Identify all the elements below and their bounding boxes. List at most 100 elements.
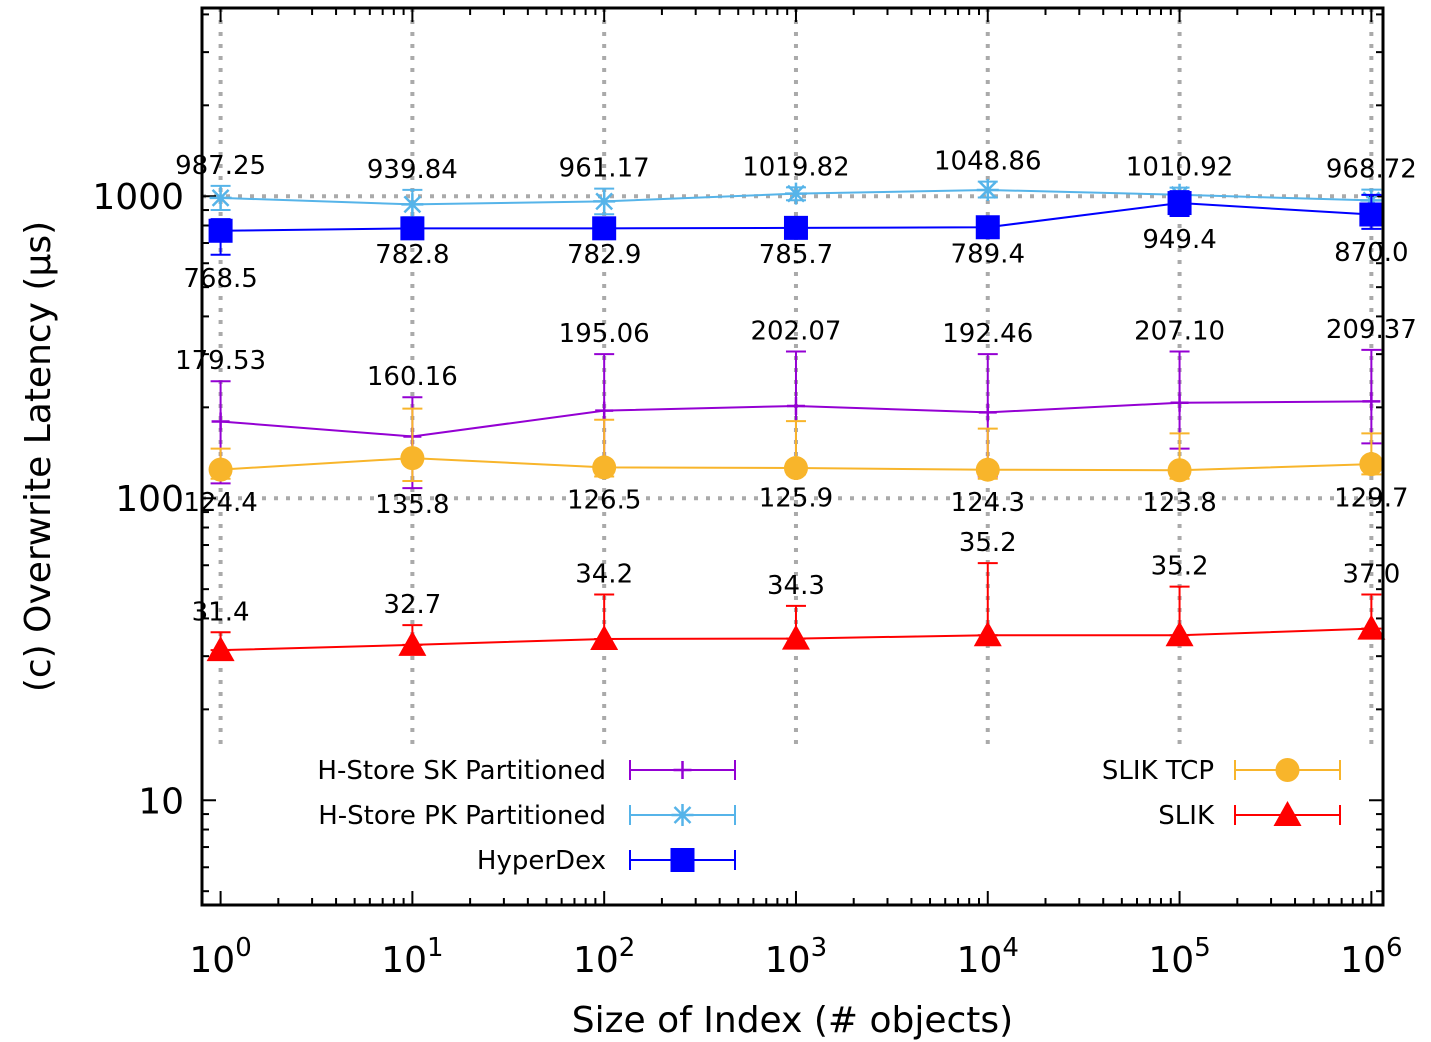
slik-data-label: 35.2 [1151, 552, 1209, 582]
h-store-pk-partitioned-point [593, 190, 616, 213]
h-store-pk-partitioned-data-label: 939.84 [367, 155, 458, 185]
slik-tcp-point [783, 456, 808, 481]
hyperdex-data-label: 782.9 [567, 240, 641, 270]
hyperdex-point [1167, 191, 1192, 216]
slik-tcp-point [1167, 458, 1192, 483]
hyperdex-data-label: 870.0 [1334, 238, 1408, 268]
h-store-sk-partitioned-point [978, 403, 997, 422]
hyperdex-data-label: 768.5 [183, 264, 257, 294]
slik-tcp-point [400, 446, 425, 471]
h-store-pk-partitioned-data-label: 968.72 [1326, 155, 1417, 185]
h-store-pk-partitioned-data-label: 1048.86 [934, 147, 1042, 177]
y-axis-title: (c) Overwrite Latency (µs) [18, 221, 59, 692]
slik-data-label: 34.3 [767, 571, 825, 601]
h-store-sk-partitioned-point [595, 401, 614, 420]
legend-marker [1275, 758, 1300, 782]
plot-frame [200, 6, 1385, 907]
h-store-sk-partitioned-data-label: 192.46 [942, 319, 1033, 349]
h-store-sk-partitioned-data-label: 195.06 [559, 319, 650, 349]
hyperdex-data-label: 782.8 [375, 240, 449, 270]
slik-point [206, 636, 235, 662]
x-tick-label: 105 [1148, 933, 1210, 981]
hyperdex-point [1359, 202, 1384, 227]
slik-tcp-data-label: 129.7 [1334, 483, 1408, 513]
x-tick-label: 102 [573, 933, 635, 981]
legend-marker [671, 804, 694, 826]
series-hyperdex [208, 190, 1384, 256]
data-labels: 179.53 160.16 195.06 202.07 192.46 207.10 209.… [175, 147, 1417, 628]
h-store-sk-partitioned-data-label: 202.07 [750, 317, 841, 347]
legend-item-h-store-pk-partitioned: H-Store PK Partitioned [318, 801, 736, 831]
slik-point [1165, 621, 1194, 647]
slik-data-label: 31.4 [192, 597, 250, 627]
legend-label: SLIK TCP [1102, 756, 1214, 786]
hyperdex-data-label: 785.7 [759, 240, 833, 270]
x-tick-label: 103 [765, 933, 827, 981]
legend-marker [1273, 801, 1302, 826]
legend-label: H-Store SK Partitioned [317, 756, 606, 786]
series-h-store-sk-partitioned [210, 348, 1382, 490]
series-slik [206, 562, 1386, 662]
legend-marker [670, 848, 695, 872]
hyperdex-data-label: 949.4 [1142, 225, 1216, 255]
slik-point [781, 624, 810, 650]
h-store-pk-partitioned-point [784, 182, 807, 205]
h-store-pk-partitioned-point [976, 178, 999, 201]
x-axis-title: Size of Index (# objects) [572, 1000, 1013, 1041]
h-store-pk-partitioned-data-label: 961.17 [559, 154, 650, 184]
x-tick-label: 104 [957, 933, 1019, 981]
hyperdex-point [783, 215, 808, 240]
legend-item-slik: SLIK [1158, 801, 1341, 831]
h-store-pk-partitioned-data-label: 1010.92 [1126, 153, 1234, 183]
legend-item-h-store-sk-partitioned: H-Store SK Partitioned [317, 756, 736, 786]
hyperdex-point [592, 216, 617, 241]
h-store-sk-partitioned-point [211, 412, 230, 431]
slik-tcp-data-label: 135.8 [375, 490, 449, 520]
h-store-sk-partitioned-point [786, 396, 805, 415]
legend: H-Store SK Partitioned H-Store PK Partiti… [317, 756, 1341, 876]
legend-item-hyperdex: HyperDex [477, 846, 736, 876]
hyperdex-point [975, 215, 1000, 240]
h-store-sk-partitioned-data-label: 179.53 [175, 346, 266, 376]
slik-tcp-point [592, 455, 617, 480]
legend-item-slik-tcp: SLIK TCP [1102, 756, 1341, 786]
slik-data-label: 35.2 [959, 528, 1017, 558]
h-store-pk-partitioned-data-label: 1019.82 [742, 152, 850, 182]
hyperdex-data-label: 789.4 [951, 240, 1025, 270]
slik-data-label: 37.0 [1342, 560, 1400, 590]
slik-data-label: 32.7 [383, 590, 441, 620]
slik-tcp-data-label: 124.4 [183, 488, 257, 518]
x-tick-label: 100 [189, 933, 251, 981]
h-store-sk-partitioned-point [1170, 393, 1189, 412]
axis-ticks: 10 100 1000 100 101 102 103 104 105 106 [92, 8, 1403, 981]
slik-tcp-data-label: 123.8 [1142, 488, 1216, 518]
legend-label: SLIK [1158, 801, 1215, 831]
slik-tcp-point [975, 457, 1000, 482]
hyperdex-point [208, 218, 233, 243]
h-store-sk-partitioned-point [1362, 392, 1381, 411]
x-tick-label: 101 [381, 933, 443, 981]
h-store-sk-partitioned-data-label: 209.37 [1326, 315, 1417, 345]
h-store-pk-partitioned-point [209, 186, 232, 209]
series-slik-tcp [208, 407, 1384, 483]
series-layer [206, 178, 1386, 662]
slik-tcp-data-label: 125.9 [759, 483, 833, 513]
slik-point [973, 621, 1002, 647]
legend-label: HyperDex [477, 846, 606, 876]
legend-label: H-Store PK Partitioned [318, 801, 606, 831]
slik-point [590, 624, 619, 650]
slik-tcp-data-label: 126.5 [567, 486, 641, 516]
y-tick-label: 100 [115, 479, 184, 520]
slik-point [1357, 614, 1386, 640]
slik-tcp-data-label: 124.3 [951, 488, 1025, 518]
x-tick-label: 106 [1340, 933, 1402, 981]
slik-tcp-point [208, 457, 233, 482]
legend-marker [673, 761, 692, 779]
y-tick-label: 10 [138, 781, 184, 822]
slik-tcp-point [1359, 452, 1384, 477]
slik-point [398, 630, 427, 656]
h-store-pk-partitioned-point [401, 193, 424, 216]
h-store-pk-partitioned-data-label: 987.25 [175, 151, 266, 181]
